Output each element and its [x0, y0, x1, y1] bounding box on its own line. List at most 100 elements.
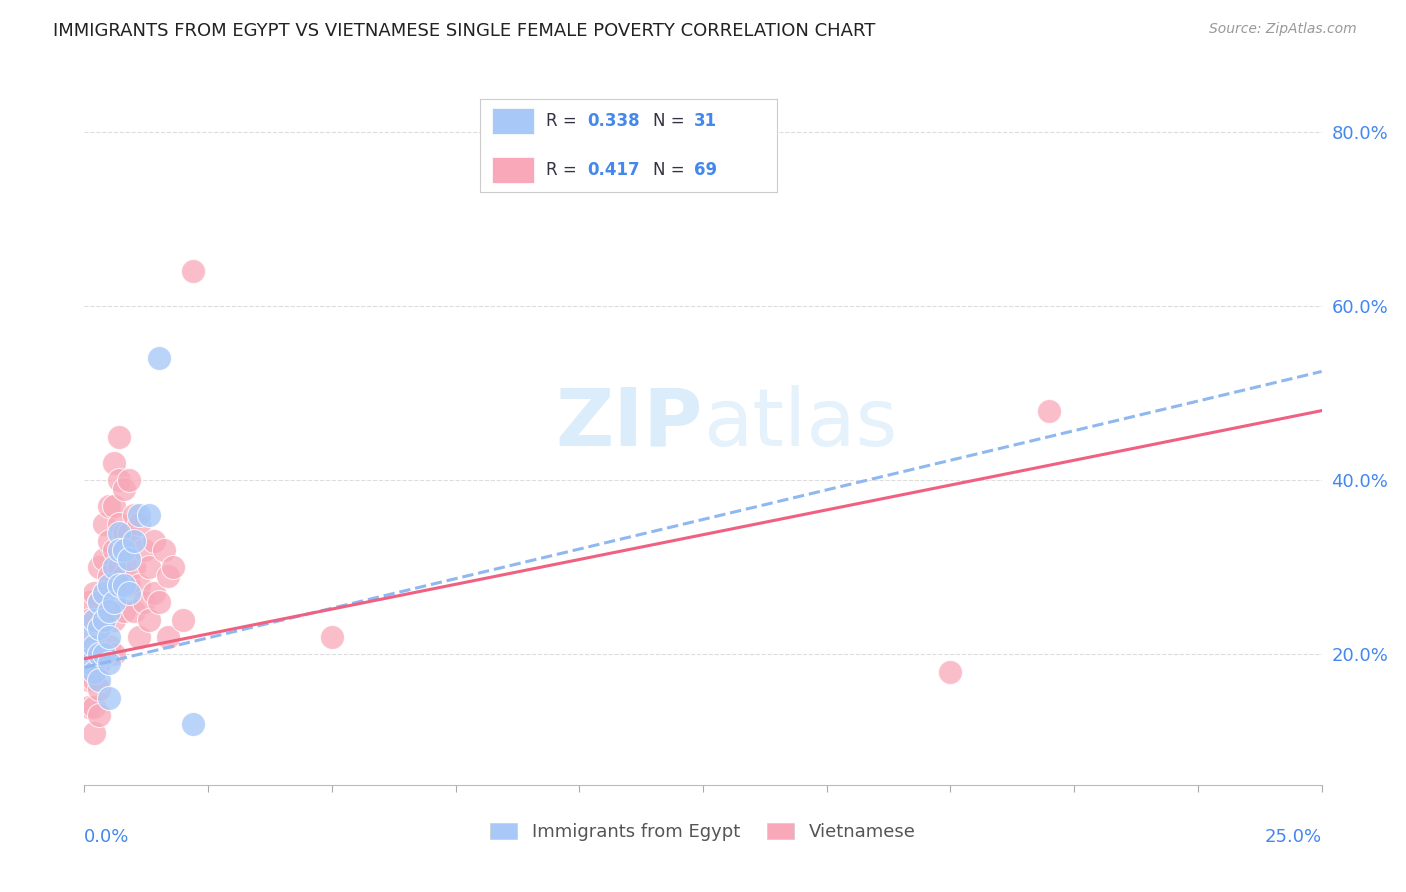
Point [112, 578, 135, 592]
Point [98, 604, 121, 618]
Point [148, 595, 170, 609]
Point [128, 508, 150, 522]
Point [98, 656, 121, 670]
Point [112, 604, 135, 618]
Point [89, 595, 111, 609]
Point [79, 699, 101, 714]
Point [157, 630, 180, 644]
Point [118, 586, 141, 600]
Point [89, 673, 111, 688]
Point [122, 534, 145, 549]
Point [98, 534, 121, 549]
Point [79, 595, 101, 609]
Point [108, 560, 131, 574]
Point [108, 578, 131, 592]
Point [93, 613, 115, 627]
Point [172, 613, 194, 627]
Point [98, 690, 121, 705]
Point [138, 560, 160, 574]
Point [89, 708, 111, 723]
Point [108, 516, 131, 531]
Point [89, 621, 111, 635]
Point [83, 648, 105, 662]
Point [93, 586, 115, 600]
Point [98, 578, 121, 592]
Point [118, 525, 141, 540]
Point [103, 500, 125, 514]
Point [132, 595, 155, 609]
Text: 0.0%: 0.0% [84, 829, 129, 847]
Point [122, 508, 145, 522]
Point [128, 578, 150, 592]
Point [148, 351, 170, 366]
Point [98, 604, 121, 618]
Point [152, 543, 174, 558]
Point [79, 656, 101, 670]
Point [93, 648, 115, 662]
Point [128, 630, 150, 644]
Point [89, 682, 111, 697]
Point [83, 613, 105, 627]
Point [162, 560, 184, 574]
Point [103, 543, 125, 558]
Point [112, 525, 135, 540]
Point [93, 586, 115, 600]
Point [93, 648, 115, 662]
Point [83, 613, 105, 627]
Point [132, 543, 155, 558]
Point [142, 534, 165, 549]
Point [157, 569, 180, 583]
Point [93, 551, 115, 566]
Point [112, 482, 135, 496]
Point [79, 665, 101, 679]
Point [89, 656, 111, 670]
Text: atlas: atlas [703, 384, 897, 463]
Point [181, 264, 204, 278]
Point [79, 673, 101, 688]
Point [103, 578, 125, 592]
Point [103, 456, 125, 470]
Point [93, 516, 115, 531]
Point [83, 639, 105, 653]
Point [98, 569, 121, 583]
Legend: Immigrants from Egypt, Vietnamese: Immigrants from Egypt, Vietnamese [484, 815, 922, 848]
Point [89, 595, 111, 609]
Point [103, 648, 125, 662]
Point [108, 430, 131, 444]
Point [83, 725, 105, 739]
Point [138, 613, 160, 627]
Point [79, 639, 101, 653]
Point [1038, 403, 1060, 417]
Text: 25.0%: 25.0% [1264, 829, 1322, 847]
Point [112, 543, 135, 558]
Point [112, 569, 135, 583]
Point [98, 639, 121, 653]
Point [79, 613, 101, 627]
Point [108, 473, 131, 487]
Point [93, 613, 115, 627]
Point [138, 508, 160, 522]
Point [98, 630, 121, 644]
Point [89, 560, 111, 574]
Point [103, 613, 125, 627]
Point [89, 621, 111, 635]
Point [122, 560, 145, 574]
Text: Source: ZipAtlas.com: Source: ZipAtlas.com [1209, 22, 1357, 37]
Point [939, 665, 962, 679]
Point [83, 699, 105, 714]
Point [103, 560, 125, 574]
Point [142, 586, 165, 600]
Point [103, 595, 125, 609]
Text: ZIP: ZIP [555, 384, 703, 463]
Point [181, 717, 204, 731]
Point [118, 551, 141, 566]
Point [89, 648, 111, 662]
Point [321, 630, 343, 644]
Text: IMMIGRANTS FROM EGYPT VS VIETNAMESE SINGLE FEMALE POVERTY CORRELATION CHART: IMMIGRANTS FROM EGYPT VS VIETNAMESE SING… [53, 22, 876, 40]
Point [98, 500, 121, 514]
Point [83, 586, 105, 600]
Point [79, 621, 101, 635]
Point [83, 673, 105, 688]
Point [108, 525, 131, 540]
Point [108, 543, 131, 558]
